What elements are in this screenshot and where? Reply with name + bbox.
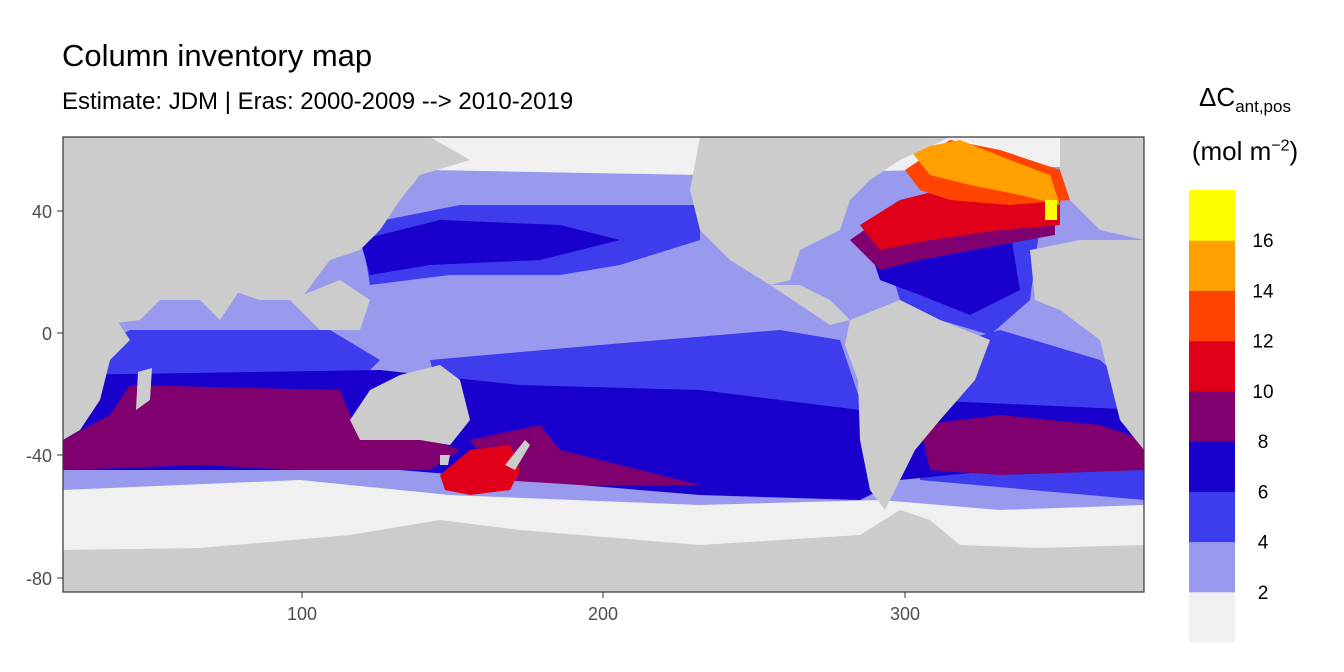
ocean-region-south-atlantic-purple (920, 415, 1144, 475)
y-axis: 40 0 -40 -80 (26, 202, 63, 589)
y-tick-label-neg80: -80 (26, 569, 52, 589)
legend-subscript: ant,pos (1235, 97, 1291, 117)
legend-swatch-4_6 (1189, 491, 1235, 543)
land-antarctica (63, 510, 1144, 592)
legend-colorbar (1189, 190, 1235, 643)
legend-break-label: 12 (1252, 332, 1273, 353)
x-tick-label-200: 200 (588, 604, 618, 624)
land-arabia-india (180, 255, 240, 320)
y-tick-label-0: 0 (42, 324, 52, 344)
map-title: Column inventory map (62, 38, 373, 73)
land-africa-east (63, 310, 130, 440)
ocean-region-pacific-darkblue (360, 220, 620, 275)
legend-swatch-10_12 (1189, 340, 1235, 392)
ocean-region-tasman-purple (470, 425, 700, 485)
legend-swatch-_2 (1189, 591, 1235, 643)
land-africa-west (1030, 240, 1144, 450)
land-southeast-asia (290, 280, 370, 330)
map-layers (63, 137, 1144, 592)
legend-labels: 2 4 6 8 10 12 14 16 (1252, 231, 1274, 604)
land-central-america (770, 285, 850, 325)
legend-unit-prefix: (mol m (1191, 136, 1272, 166)
land-south-america (845, 300, 990, 510)
legend-swatch-14_16 (1189, 240, 1235, 291)
legend-break-label: 8 (1258, 432, 1269, 453)
ocean-region-new-zealand-red (440, 445, 520, 495)
land-new-zealand (505, 440, 530, 470)
x-tick-label-100: 100 (287, 604, 317, 624)
legend-unit: (mol m−2) (1180, 136, 1310, 167)
legend-symbol: ΔC (1199, 82, 1236, 112)
legend-unit-exponent: −2 (1271, 137, 1290, 155)
map-subtitle: Estimate: JDM | Eras: 2000-2009 --> 2010… (62, 88, 574, 115)
legend-swatch-2_4 (1189, 541, 1235, 593)
y-tick-label-neg40: -40 (26, 446, 52, 466)
legend-swatch-6_8 (1189, 441, 1235, 492)
ocean-region-indian-purple (63, 385, 460, 470)
ocean-region-nordic-yellow-small (1045, 200, 1057, 220)
x-axis: 100 200 300 (287, 592, 920, 624)
legend-break-label: 16 (1252, 231, 1273, 252)
legend-swatch-_16 (1189, 190, 1235, 241)
legend-swatch-12_14 (1189, 290, 1235, 342)
land-europe-edge (1070, 150, 1144, 200)
legend-break-label: 2 (1258, 583, 1269, 604)
land-madagascar (136, 368, 152, 410)
legend-break-label: 10 (1252, 382, 1273, 403)
land-north-america (690, 137, 950, 285)
y-tick-label-40: 40 (32, 202, 52, 222)
land-australia (350, 365, 470, 445)
land-eurasia (63, 137, 470, 330)
legend-unit-suffix: ) (1289, 136, 1299, 166)
x-tick-label-300: 300 (890, 604, 920, 624)
legend-title: ΔCant,pos (1180, 82, 1310, 117)
legend-break-label: 6 (1258, 482, 1269, 503)
legend-break-label: 4 (1258, 533, 1269, 554)
ocean-region-north-atlantic-orange (910, 140, 1060, 205)
legend-break-label: 14 (1252, 281, 1274, 302)
legend-swatch-8_10 (1189, 390, 1235, 442)
land-tasmania (440, 455, 450, 465)
